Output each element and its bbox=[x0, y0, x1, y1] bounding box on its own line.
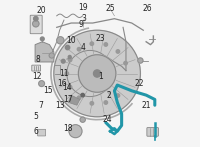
Circle shape bbox=[104, 101, 108, 104]
Circle shape bbox=[81, 93, 84, 97]
Circle shape bbox=[90, 42, 94, 45]
Circle shape bbox=[40, 37, 44, 41]
Circle shape bbox=[90, 102, 94, 105]
Text: 12: 12 bbox=[33, 72, 42, 81]
Circle shape bbox=[65, 72, 69, 75]
Text: 18: 18 bbox=[64, 124, 73, 133]
Circle shape bbox=[94, 70, 101, 77]
Circle shape bbox=[49, 53, 54, 58]
Text: 8: 8 bbox=[36, 55, 40, 64]
Polygon shape bbox=[35, 42, 54, 62]
Text: 22: 22 bbox=[134, 79, 144, 88]
FancyBboxPatch shape bbox=[32, 65, 41, 71]
Text: 19: 19 bbox=[78, 3, 88, 12]
Text: 2: 2 bbox=[106, 91, 111, 100]
Circle shape bbox=[39, 81, 44, 86]
Text: 25: 25 bbox=[105, 4, 115, 13]
Circle shape bbox=[138, 58, 143, 63]
Text: 1: 1 bbox=[98, 72, 103, 81]
Circle shape bbox=[116, 50, 120, 53]
Circle shape bbox=[34, 16, 38, 21]
Circle shape bbox=[69, 125, 82, 138]
Text: 9: 9 bbox=[79, 20, 84, 29]
Circle shape bbox=[68, 85, 72, 89]
Circle shape bbox=[54, 30, 140, 117]
Circle shape bbox=[116, 94, 120, 97]
FancyBboxPatch shape bbox=[30, 15, 42, 34]
Text: 10: 10 bbox=[66, 36, 76, 45]
Text: 23: 23 bbox=[95, 34, 105, 43]
Text: 3: 3 bbox=[82, 14, 87, 23]
Circle shape bbox=[67, 50, 113, 97]
Text: 20: 20 bbox=[36, 6, 46, 15]
Circle shape bbox=[104, 43, 108, 46]
Text: 21: 21 bbox=[141, 101, 151, 110]
Text: 13: 13 bbox=[55, 101, 64, 110]
Circle shape bbox=[78, 55, 116, 92]
Text: 26: 26 bbox=[143, 4, 152, 13]
Text: 14: 14 bbox=[62, 83, 72, 92]
Circle shape bbox=[77, 47, 81, 51]
Polygon shape bbox=[68, 95, 80, 105]
Circle shape bbox=[80, 117, 85, 122]
Circle shape bbox=[68, 58, 72, 62]
Text: 24: 24 bbox=[102, 115, 112, 124]
Circle shape bbox=[65, 45, 70, 50]
Text: 4: 4 bbox=[80, 43, 85, 52]
Text: 7: 7 bbox=[38, 101, 43, 110]
Text: 6: 6 bbox=[33, 127, 38, 136]
FancyBboxPatch shape bbox=[38, 129, 46, 136]
Circle shape bbox=[124, 61, 127, 65]
Circle shape bbox=[77, 96, 81, 100]
Circle shape bbox=[61, 59, 65, 63]
Text: 5: 5 bbox=[33, 112, 38, 121]
Text: 11: 11 bbox=[59, 69, 69, 78]
Circle shape bbox=[68, 55, 71, 58]
FancyBboxPatch shape bbox=[147, 128, 158, 136]
Text: 15: 15 bbox=[43, 86, 53, 95]
Text: 16: 16 bbox=[58, 79, 67, 88]
Circle shape bbox=[57, 37, 64, 44]
Circle shape bbox=[33, 21, 39, 27]
Text: 17: 17 bbox=[63, 95, 73, 104]
